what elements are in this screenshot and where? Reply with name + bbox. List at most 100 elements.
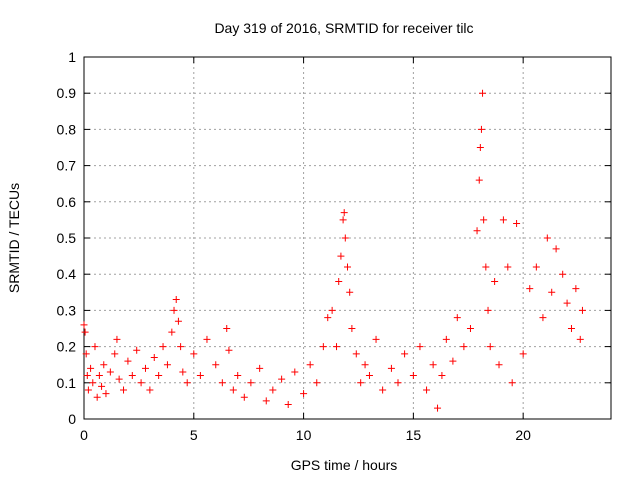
data-point bbox=[495, 361, 503, 369]
data-point bbox=[539, 314, 547, 322]
data-point bbox=[98, 382, 106, 390]
data-point bbox=[337, 252, 345, 260]
data-point bbox=[83, 372, 91, 380]
data-point bbox=[387, 364, 395, 372]
data-point bbox=[578, 306, 586, 314]
data-point bbox=[513, 220, 521, 228]
data-point bbox=[141, 364, 149, 372]
y-tick-label: 0.7 bbox=[57, 158, 77, 174]
data-point bbox=[438, 372, 446, 380]
data-point bbox=[508, 379, 516, 387]
data-point bbox=[361, 361, 369, 369]
data-point bbox=[163, 361, 171, 369]
data-point bbox=[409, 372, 417, 380]
data-point bbox=[262, 397, 270, 405]
data-point bbox=[234, 372, 242, 380]
y-axis-label: SRMTID / TECUs bbox=[6, 183, 22, 293]
y-tick-label: 0.9 bbox=[57, 85, 77, 101]
data-point bbox=[269, 386, 277, 394]
grid-lines bbox=[84, 57, 611, 419]
data-point bbox=[102, 390, 110, 398]
data-point bbox=[416, 343, 424, 351]
data-point bbox=[212, 361, 220, 369]
x-tick-label: 10 bbox=[296, 427, 312, 443]
data-point bbox=[479, 89, 487, 97]
data-point bbox=[150, 353, 158, 361]
data-point bbox=[475, 176, 483, 184]
data-point bbox=[133, 346, 141, 354]
data-point bbox=[543, 234, 551, 242]
data-point bbox=[341, 234, 349, 242]
data-point bbox=[196, 372, 204, 380]
data-point bbox=[100, 361, 108, 369]
x-tick-label: 5 bbox=[190, 427, 198, 443]
data-point bbox=[137, 379, 145, 387]
data-point bbox=[95, 372, 103, 380]
data-point bbox=[146, 386, 154, 394]
data-point bbox=[170, 306, 178, 314]
data-point bbox=[256, 364, 264, 372]
y-tick-label: 0.3 bbox=[57, 302, 77, 318]
data-point bbox=[174, 317, 182, 325]
data-point bbox=[466, 325, 474, 332]
data-point bbox=[477, 125, 485, 133]
data-point bbox=[313, 379, 321, 387]
data-point bbox=[552, 245, 560, 253]
data-point bbox=[519, 350, 527, 358]
data-point bbox=[81, 328, 89, 336]
data-point bbox=[328, 306, 336, 314]
data-point bbox=[247, 379, 255, 387]
data-point bbox=[484, 306, 492, 314]
data-point bbox=[567, 325, 575, 332]
data-point bbox=[473, 227, 481, 235]
data-point bbox=[240, 393, 248, 401]
data-point bbox=[229, 386, 237, 394]
data-point bbox=[429, 361, 437, 369]
data-point bbox=[572, 285, 580, 293]
data-point bbox=[155, 372, 163, 380]
data-point bbox=[183, 379, 191, 387]
data-point bbox=[80, 321, 88, 329]
data-point bbox=[526, 285, 534, 293]
data-point bbox=[168, 328, 176, 336]
data-point bbox=[357, 379, 365, 387]
data-point bbox=[335, 277, 343, 285]
data-point bbox=[480, 216, 488, 224]
data-point bbox=[348, 325, 356, 332]
data-point bbox=[113, 335, 121, 343]
data-point bbox=[486, 343, 494, 351]
data-point bbox=[124, 357, 132, 365]
data-point bbox=[548, 288, 556, 296]
data-point bbox=[352, 350, 360, 358]
data-point bbox=[401, 350, 409, 358]
data-point bbox=[482, 263, 490, 271]
y-tick-label: 0.6 bbox=[57, 194, 77, 210]
data-point bbox=[532, 263, 540, 271]
data-point bbox=[306, 361, 314, 369]
y-tick-label: 0.5 bbox=[57, 230, 77, 246]
data-point bbox=[291, 368, 299, 376]
data-point bbox=[84, 386, 92, 394]
y-tick-label: 1 bbox=[68, 49, 76, 65]
data-point bbox=[449, 357, 457, 365]
data-point bbox=[340, 209, 348, 217]
data-point bbox=[394, 379, 402, 387]
data-point bbox=[333, 343, 341, 351]
data-point bbox=[218, 379, 226, 387]
data-point bbox=[453, 314, 461, 322]
data-point bbox=[499, 216, 507, 224]
data-point bbox=[423, 386, 431, 394]
data-point bbox=[190, 350, 198, 358]
data-point bbox=[491, 277, 499, 285]
data-point bbox=[203, 335, 211, 343]
data-point bbox=[159, 343, 167, 351]
data-point bbox=[82, 350, 90, 358]
y-tick-label: 0.8 bbox=[57, 121, 77, 137]
data-point bbox=[179, 368, 187, 376]
data-point bbox=[111, 350, 119, 358]
data-point bbox=[339, 216, 347, 224]
data-point bbox=[120, 386, 128, 394]
data-point bbox=[504, 263, 512, 271]
data-point bbox=[87, 364, 95, 372]
